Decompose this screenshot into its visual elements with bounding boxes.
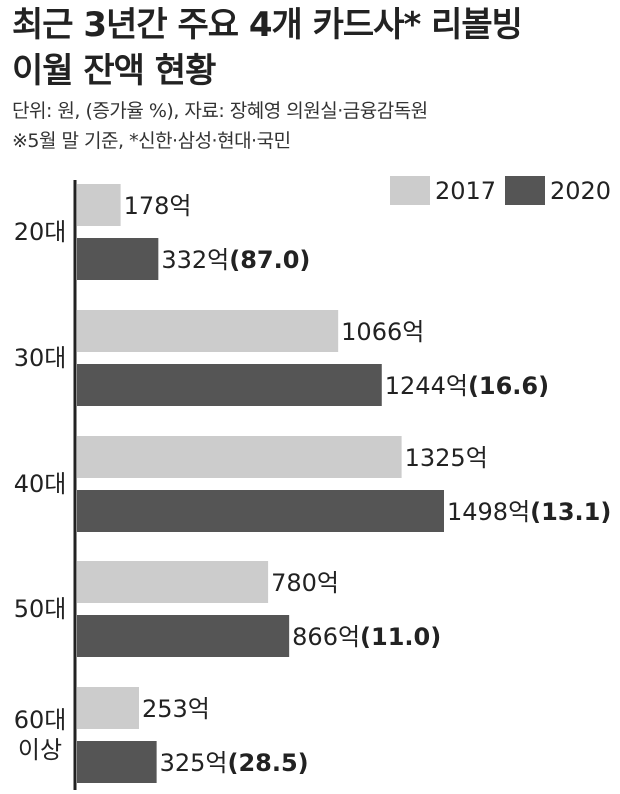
category-label: 50대 [14,595,67,623]
bar-2020 [77,490,444,532]
bar-2017 [77,310,339,352]
title-line-1: 최근 3년간 주요 4개 카드사* 리볼빙 [12,5,523,45]
legend-swatch-2017 [390,176,430,205]
legend-swatch-2020 [505,176,545,205]
category-label: 60대 이상 [14,706,67,764]
title-line-2: 이월 잔액 현황 [12,51,216,91]
unit-source-note: 단위: 원, (증가율 %), 자료: 장혜영 의원실·금융감독원 [12,100,428,122]
category-label: 30대 [14,344,67,372]
value-label-2017: 1325억 [405,444,488,472]
value-label-2017: 1066억 [341,318,424,346]
value-label-2020: 1244억(16.6) [385,372,549,400]
legend-label-2020: 2020 [550,177,611,205]
growth-rate: (28.5) [228,749,309,777]
bar-2020 [77,238,159,280]
value-label-2017: 253억 [142,695,210,723]
growth-rate: (87.0) [229,246,310,274]
basis-note: ※5월 말 기준, *신한·삼성·현대·국민 [12,130,291,152]
bar-2017 [77,561,269,603]
value-label-2020: 866억(11.0) [292,623,441,651]
chart-notes: 단위: 원, (증가율 %), 자료: 장혜영 의원실·금융감독원 ※5월 말 … [12,96,612,156]
bar-2020 [77,615,290,657]
growth-rate: (16.6) [468,372,549,400]
value-label-2020: 332억(87.0) [161,246,310,274]
growth-rate: (13.1) [530,498,611,526]
value-label-2017: 780억 [271,569,339,597]
value-label-2020: 1498억(13.1) [447,498,611,526]
bar-2017 [77,184,121,226]
bar-2017 [77,687,139,729]
bar-2020 [77,741,157,783]
bar-2020 [77,364,382,406]
value-label-2020: 325억(28.5) [160,749,309,777]
chart-title: 최근 3년간 주요 4개 카드사* 리볼빙 이월 잔액 현황 [12,2,612,94]
bar-2017 [77,436,402,478]
growth-rate: (11.0) [360,623,441,651]
value-label-2017: 178억 [124,192,192,220]
category-label: 20대 [14,218,67,246]
legend-label-2017: 2017 [435,177,496,205]
category-label: 40대 [14,470,67,498]
